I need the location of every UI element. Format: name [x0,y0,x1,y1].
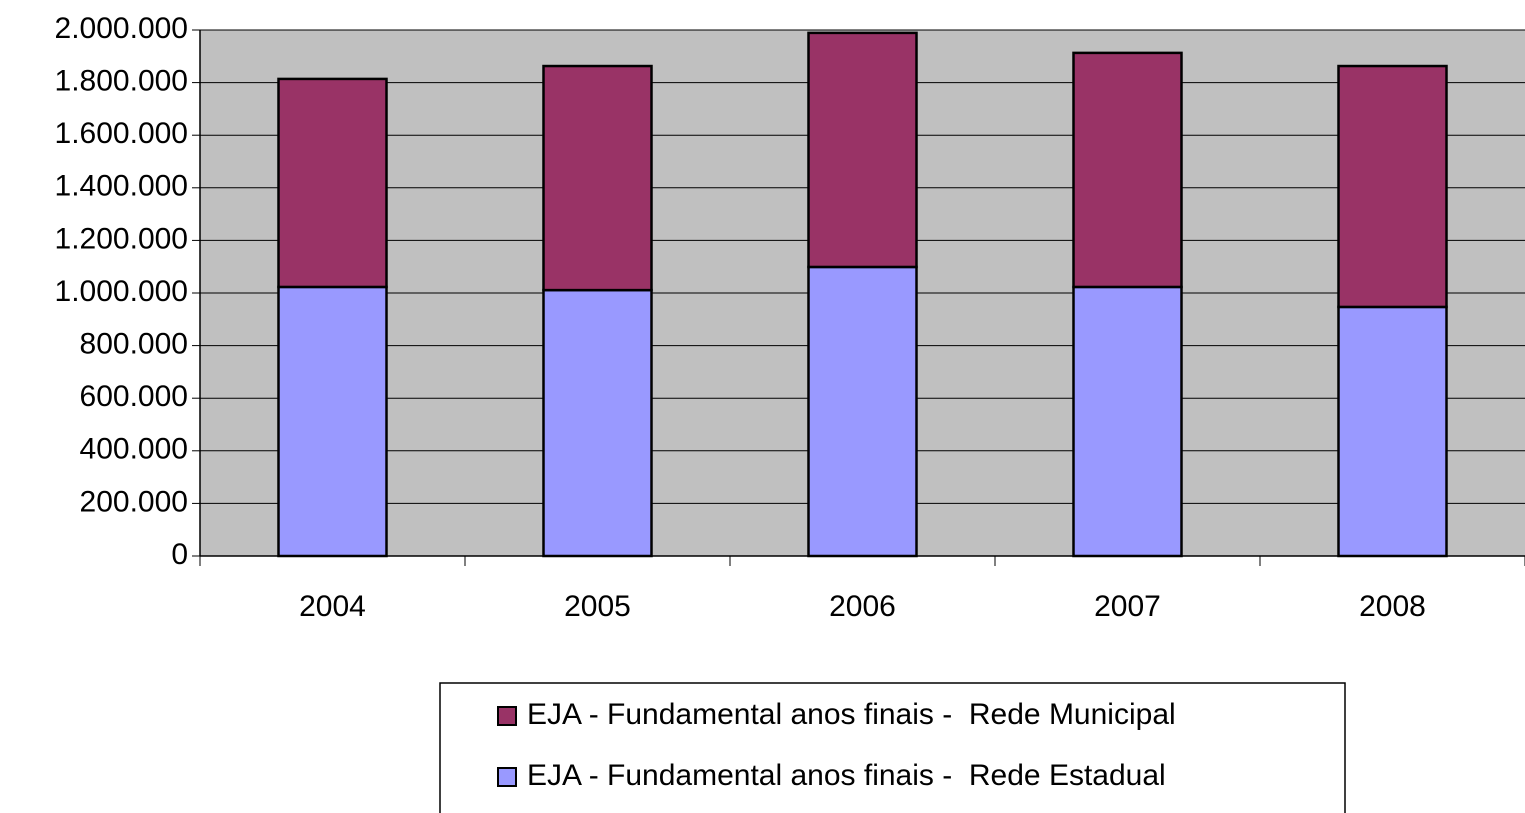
x-tick-label: 2004 [299,590,366,623]
x-tick-label: 2008 [1359,590,1426,623]
bar-segment [542,288,653,558]
x-tick-label: 2006 [829,590,896,623]
bar-segment [1072,285,1183,558]
bar-segment [807,31,918,269]
legend-swatch [497,706,517,726]
y-tick-label: 1.200.000 [55,222,188,255]
legend-box [439,682,1346,813]
y-tick-label: 1.800.000 [55,65,188,98]
x-tick-label: 2007 [1094,590,1161,623]
y-tick-label: 0 [171,538,188,571]
legend-label: EJA - Fundamental anos finais - Rede Mun… [527,698,1176,731]
bar-segment [542,64,653,292]
y-tick-label: 2.000.000 [55,12,188,45]
bar-segment [1072,51,1183,289]
bar-segment [277,285,388,558]
y-tick-label: 200.000 [80,485,188,518]
y-tick-label: 1.600.000 [55,117,188,150]
y-tick-label: 1.400.000 [55,170,188,203]
legend-swatch [497,767,517,787]
x-tick-label: 2005 [564,590,631,623]
bar-segment [1337,64,1448,309]
y-tick-label: 800.000 [80,328,188,361]
legend-label: EJA - Fundamental anos finais - Rede Est… [527,759,1166,792]
bar-segment [807,265,918,558]
y-tick-label: 600.000 [80,380,188,413]
bar-segment [277,77,388,289]
y-tick-label: 400.000 [80,433,188,466]
y-tick-label: 1.000.000 [55,275,188,308]
bar-segment [1337,305,1448,558]
